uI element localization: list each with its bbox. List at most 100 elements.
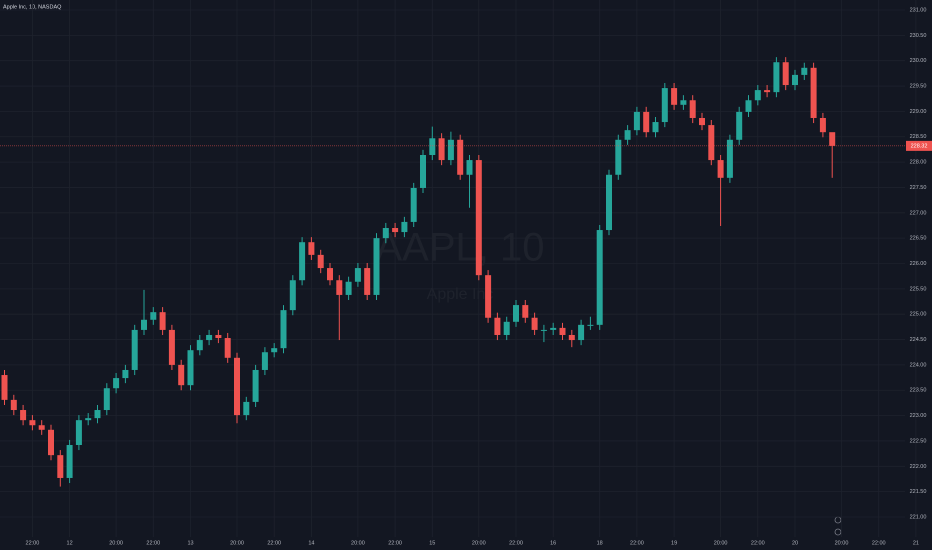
candle-body	[726, 139, 733, 178]
candle-body	[29, 420, 36, 426]
candle-body	[410, 187, 417, 222]
candle-body	[457, 139, 464, 175]
candle-body	[280, 310, 287, 349]
candle-body	[178, 364, 185, 386]
candle-body	[150, 312, 157, 320]
candle-body	[243, 401, 250, 416]
y-tick-label: 227.50	[910, 185, 927, 191]
x-tick-label: 20:00	[835, 540, 849, 546]
candle-body	[782, 62, 789, 86]
candle-body	[327, 268, 333, 281]
candle-body	[1, 375, 8, 400]
x-tick-label: 22:00	[388, 540, 402, 546]
candle-body	[308, 242, 315, 255]
candle-body	[596, 230, 603, 325]
candle-body	[159, 312, 166, 330]
candle-body	[494, 317, 501, 335]
candle-body	[745, 100, 752, 112]
y-tick-label: 225.50	[910, 286, 927, 292]
x-tick-label: 12	[67, 540, 73, 546]
y-tick-label: 223.00	[910, 413, 927, 419]
icon[interactable]	[834, 528, 842, 536]
candle-body	[354, 268, 361, 282]
candle-body	[75, 420, 82, 446]
candle-body	[336, 280, 343, 295]
y-tick-label: 231.00	[910, 7, 927, 13]
candle-body	[345, 281, 352, 295]
candle-body	[708, 125, 715, 161]
x-tick-label: 22:00	[146, 540, 160, 546]
y-tick-label: 228.50	[910, 134, 927, 140]
last-price-label: 228.32	[911, 143, 928, 149]
candle-body	[20, 410, 27, 421]
x-tick-label: 22:00	[267, 540, 281, 546]
y-tick-label: 222.00	[910, 464, 927, 470]
candle-body	[829, 132, 836, 146]
y-tick-label: 229.00	[910, 109, 927, 115]
y-tick-label: 224.00	[910, 362, 927, 368]
candle-body	[113, 378, 120, 389]
x-tick-label: 22:00	[872, 540, 886, 546]
candle-body	[364, 268, 371, 295]
candle-body	[689, 100, 696, 118]
watermark-subtitle: Apple Inc	[427, 286, 494, 303]
last-price-tag	[906, 140, 932, 151]
x-tick-label: 20:00	[109, 540, 123, 546]
x-tick-label: 20:00	[351, 540, 365, 546]
candle-body	[94, 410, 101, 419]
candle-body	[317, 254, 324, 269]
x-tick-label: 18	[597, 540, 603, 546]
candle-body	[801, 67, 808, 75]
x-tick-label: 16	[550, 540, 556, 546]
candle-body	[382, 228, 389, 239]
candle-body	[271, 348, 278, 353]
x-tick-label: 14	[308, 540, 314, 546]
candle-body	[122, 369, 129, 379]
candle-body	[206, 334, 213, 341]
candle-body	[736, 111, 743, 140]
candle-body	[187, 350, 194, 386]
candle-body	[401, 221, 408, 233]
candle-body	[10, 399, 17, 411]
x-tick-label: 20	[792, 540, 798, 546]
x-tick-label: 22:00	[509, 540, 523, 546]
watermark: AAPL, 10	[375, 226, 544, 270]
candle-body	[48, 429, 54, 456]
candle-body	[522, 305, 529, 318]
candle-body	[633, 111, 640, 131]
y-tick-label: 221.00	[910, 514, 927, 520]
candle-body	[38, 425, 45, 430]
candle-body	[531, 317, 538, 330]
candle-body	[773, 62, 780, 93]
candle-body	[559, 327, 566, 335]
candle-body	[420, 155, 426, 188]
candle-body	[429, 138, 436, 156]
y-tick-label: 230.00	[910, 58, 927, 64]
candle-body	[624, 130, 631, 140]
candle-body	[513, 305, 519, 322]
candle-body	[819, 117, 826, 133]
candle-body	[671, 88, 678, 105]
y-tick-label: 221.50	[910, 489, 927, 495]
candle-body	[615, 139, 622, 175]
candle-body	[85, 418, 92, 421]
candle-body	[196, 340, 203, 351]
x-tick-label: 20:00	[714, 540, 728, 546]
candle-body	[103, 388, 110, 411]
candle-body	[699, 117, 705, 126]
grid	[0, 0, 917, 537]
y-tick-label: 227.00	[910, 210, 927, 216]
candle-body	[299, 242, 306, 281]
y-tick-label: 228.00	[910, 160, 927, 166]
y-tick-label: 223.50	[910, 388, 927, 394]
candle-body	[792, 74, 798, 86]
candle-body	[568, 334, 575, 341]
y-tick-label: 229.50	[910, 84, 927, 90]
candle-body	[224, 338, 231, 358]
x-tick-label: 13	[187, 540, 193, 546]
x-tick-label: 21	[913, 540, 919, 546]
candle-body	[215, 334, 222, 339]
candle-body	[447, 139, 454, 161]
